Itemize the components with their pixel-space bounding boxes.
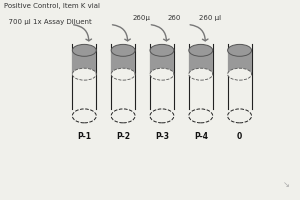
Ellipse shape <box>228 68 251 80</box>
Ellipse shape <box>150 109 174 123</box>
Text: 260 μl: 260 μl <box>199 15 221 21</box>
Ellipse shape <box>189 44 213 56</box>
Ellipse shape <box>72 44 96 56</box>
Text: P-4: P-4 <box>194 132 208 141</box>
Bar <box>150 50 174 74</box>
Ellipse shape <box>228 44 251 56</box>
Ellipse shape <box>111 109 135 123</box>
Text: P-1: P-1 <box>77 132 91 141</box>
Text: 700 μl 1x Assay Diluent: 700 μl 1x Assay Diluent <box>4 19 91 25</box>
Bar <box>189 50 213 74</box>
Bar <box>72 50 96 74</box>
Bar <box>111 50 135 74</box>
Text: 260μ: 260μ <box>132 15 150 21</box>
Ellipse shape <box>189 68 213 80</box>
Text: 260: 260 <box>167 15 181 21</box>
Ellipse shape <box>150 44 174 56</box>
Bar <box>228 50 251 74</box>
Ellipse shape <box>72 109 96 123</box>
Ellipse shape <box>111 44 135 56</box>
Text: $\searrow$: $\searrow$ <box>281 180 290 189</box>
Text: P-2: P-2 <box>116 132 130 141</box>
Text: P-3: P-3 <box>155 132 169 141</box>
Ellipse shape <box>228 109 251 123</box>
Text: Positive Control, Item K vial: Positive Control, Item K vial <box>4 3 100 9</box>
Text: 0: 0 <box>237 132 242 141</box>
Ellipse shape <box>150 68 174 80</box>
Ellipse shape <box>111 68 135 80</box>
Ellipse shape <box>189 109 213 123</box>
Ellipse shape <box>72 68 96 80</box>
